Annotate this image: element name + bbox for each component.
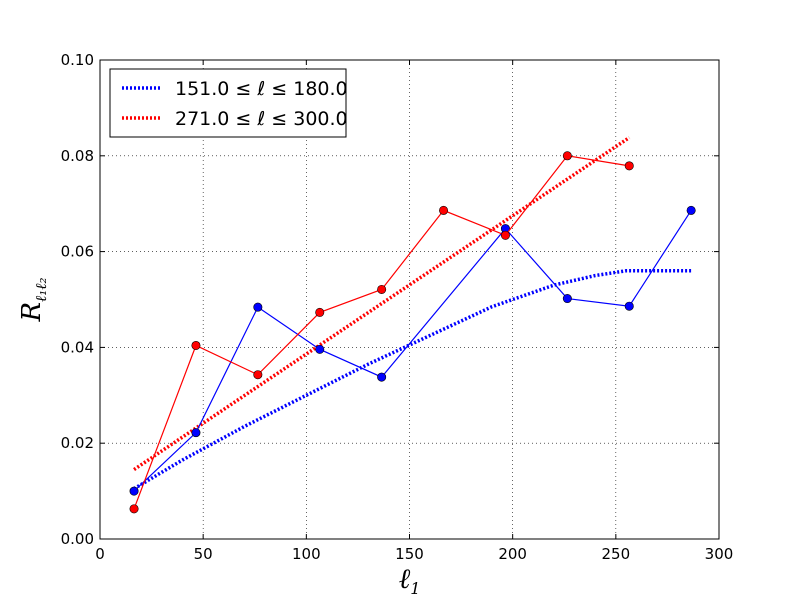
legend-box (109, 68, 347, 138)
data-point (624, 301, 634, 311)
y-tick-label: 0.04 (61, 338, 94, 356)
legend-label-red: 271.0 ≤ ℓ ≤ 300.0 (175, 108, 348, 130)
legend-label-blue: 151.0 ≤ ℓ ≤ 180.0 (175, 78, 348, 100)
data-point (253, 370, 263, 380)
x-tick-label: 250 (602, 545, 631, 563)
data-point (191, 340, 201, 350)
y-tick-label: 0.02 (61, 434, 94, 452)
y-tick-label: 0.10 (61, 51, 94, 69)
data-point (377, 372, 387, 382)
data-point (562, 294, 572, 304)
x-tick-label: 300 (705, 545, 734, 563)
y-tick-label: 0.08 (61, 147, 94, 165)
axis-ticks: 0 50 100 150 200 250 300 0.00 0.02 0.04 0.06 0.08 0.… (61, 51, 734, 563)
data-point (315, 307, 325, 317)
fit-line-1 (133, 136, 631, 471)
data-point (129, 504, 139, 514)
y-tick-label: 0.06 (61, 243, 94, 261)
data-point (377, 284, 387, 294)
x-tick-label: 50 (194, 545, 213, 563)
fit-lines (133, 136, 692, 491)
data-point (253, 302, 263, 312)
data-point (439, 205, 449, 215)
x-tick-label: 0 (95, 545, 105, 563)
y-tick-label: 0.00 (61, 530, 94, 548)
data-point (129, 486, 139, 496)
data-point (562, 151, 572, 161)
y-axis-label: Rℓ₁ℓ₂ (17, 277, 50, 322)
data-point (624, 161, 634, 171)
data-point (500, 230, 510, 240)
x-axis-label: ℓ1 (399, 562, 421, 598)
x-tick-label: 150 (395, 545, 424, 563)
fit-line-0 (133, 269, 692, 491)
data-point (686, 205, 696, 215)
data-series (129, 151, 696, 514)
data-point (191, 428, 201, 438)
x-tick-label: 100 (292, 545, 321, 563)
data-point (315, 344, 325, 354)
x-tick-label: 200 (498, 545, 527, 563)
legend: 151.0 ≤ ℓ ≤ 180.0 271.0 ≤ ℓ ≤ 300.0 (109, 68, 348, 138)
